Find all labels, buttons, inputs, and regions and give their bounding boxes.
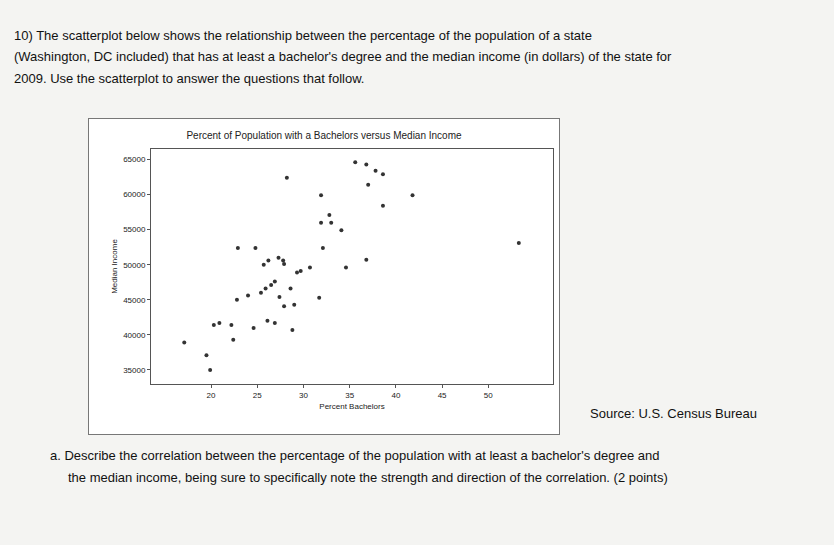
html-text:Source: U.S. Census Bureau: Source: U.S. Census Bureau (590, 406, 757, 421)
svg-text:55000: 55000 (123, 225, 146, 234)
svg-text:Percent Bachelors: Percent Bachelors (319, 402, 384, 411)
svg-text:45000: 45000 (123, 296, 146, 305)
html-text:2009. Use the scatterplot to a: 2009. Use the scatterplot to answer the … (14, 71, 365, 86)
svg-text:Percent of Population with a B: Percent of Population with a Bachelors v… (186, 130, 462, 141)
html-text:a. Describe the correlation be: a. Describe the correlation between the … (50, 448, 660, 463)
svg-text:60000: 60000 (123, 190, 146, 199)
html-text:the median income, being sure: the median income, being sure to specifi… (68, 470, 668, 485)
svg-text:25: 25 (253, 391, 262, 400)
svg-text:50: 50 (484, 391, 493, 400)
svg-text:45: 45 (438, 391, 447, 400)
html-text:10) The scatterplot below show: 10) The scatterplot below shows the rela… (14, 28, 592, 43)
svg-text:65000: 65000 (123, 155, 146, 164)
svg-text:40000: 40000 (123, 331, 146, 340)
svg-text:Median Income: Median Income (110, 239, 119, 294)
svg-text:35: 35 (345, 391, 354, 400)
svg-text:50000: 50000 (123, 261, 146, 270)
svg-text:35000: 35000 (123, 366, 146, 375)
html-text:(Washington, DC included) that: (Washington, DC included) that has at le… (14, 49, 672, 64)
svg-text:30: 30 (299, 391, 308, 400)
svg-text:20: 20 (207, 391, 216, 400)
svg-text:40: 40 (391, 391, 400, 400)
